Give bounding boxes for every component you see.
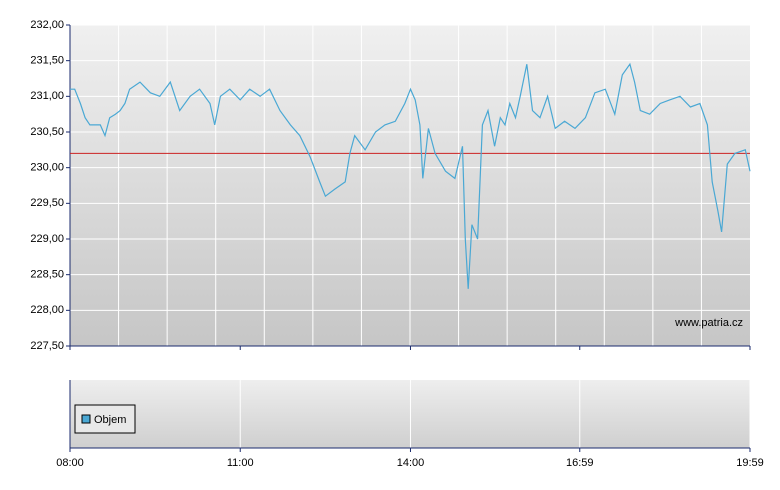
legend-swatch (81, 414, 91, 424)
legend: Objem (74, 404, 136, 434)
x-tick-label: 14:00 (397, 457, 425, 469)
x-tick-label: 11:00 (227, 457, 254, 469)
x-tick-label: 16:59 (566, 457, 594, 469)
price-line (70, 62, 751, 289)
x-tick-label: 08:00 (56, 457, 84, 469)
y-tick-label: 229,50 (30, 197, 64, 209)
y-tick-label: 231,00 (30, 90, 64, 102)
y-tick-label: 232,00 (30, 19, 64, 31)
y-tick-label: 229,00 (30, 233, 64, 245)
watermark: www.patria.cz (674, 317, 743, 329)
y-tick-label: 228,00 (30, 304, 64, 316)
y-tick-label: 228,50 (30, 269, 64, 281)
legend-label: Objem (94, 414, 126, 426)
y-tick-label: 230,00 (30, 162, 64, 174)
y-tick-label: 231,50 (30, 55, 64, 67)
y-tick-label: 230,50 (30, 126, 64, 138)
x-tick-label: 19:59 (736, 457, 764, 469)
y-tick-label: 227,50 (30, 340, 64, 352)
